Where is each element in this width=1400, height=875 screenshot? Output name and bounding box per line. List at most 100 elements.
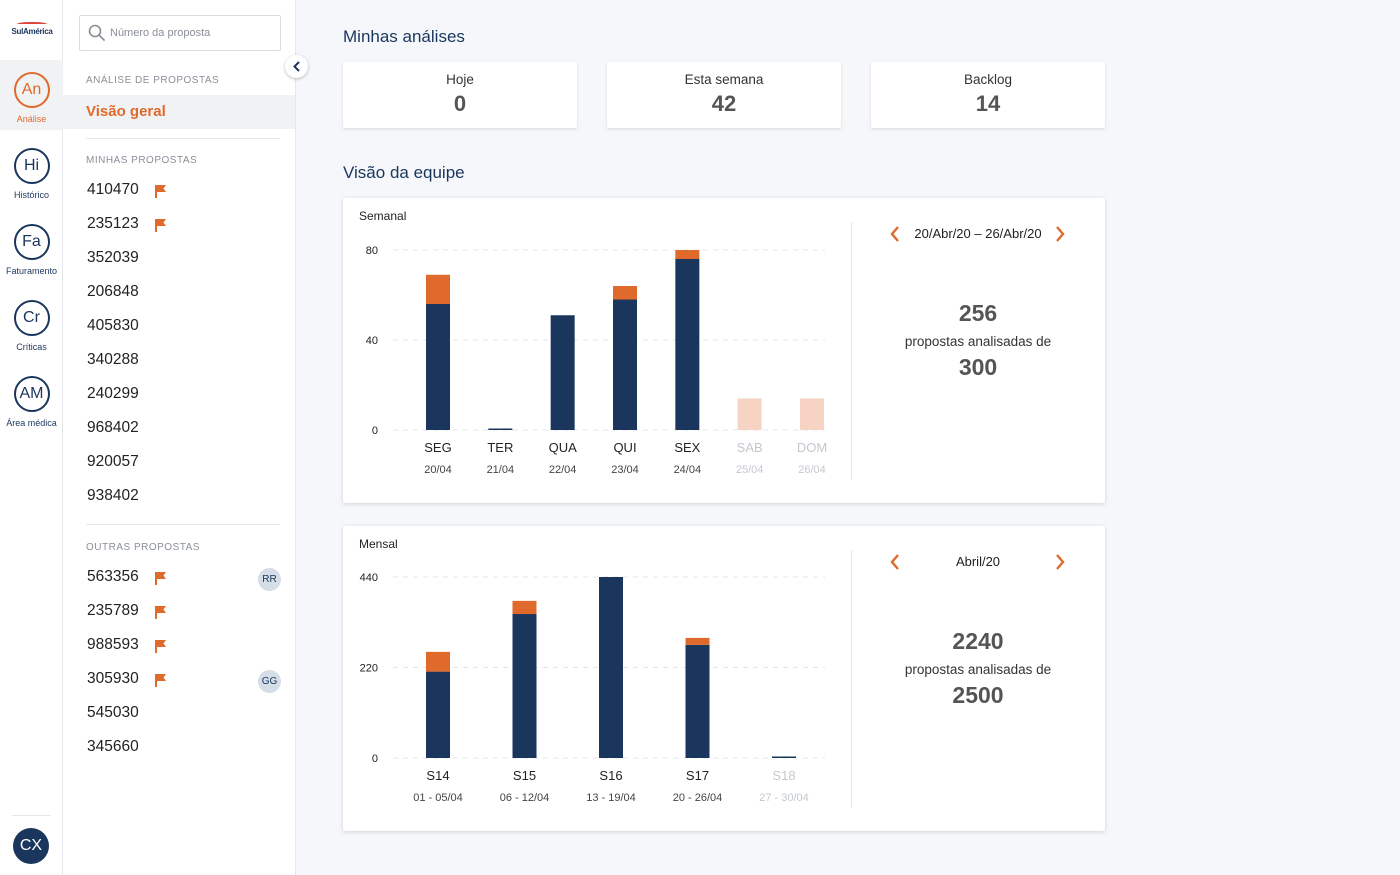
team-view-title: Visão da equipe: [343, 163, 465, 182]
x-tick-label: DOM: [797, 440, 827, 455]
x-sublabel: 25/04: [736, 464, 764, 476]
x-tick-label: S14: [426, 768, 449, 783]
bar-analyzed: [613, 299, 637, 430]
x-sublabel: 06 - 12/04: [500, 792, 550, 804]
proposal-list-item[interactable]: 240299: [63, 379, 295, 413]
bar-analyzed: [675, 259, 700, 430]
proposal-list-item[interactable]: 563356 RR: [63, 562, 295, 596]
bar-pending: [800, 398, 824, 430]
faturamento-icon: Fa: [13, 224, 50, 260]
user-avatar[interactable]: CX: [13, 828, 49, 864]
bar-analyzed: [512, 614, 537, 758]
rail-item-historico[interactable]: Hi Histórico: [0, 136, 63, 206]
proposal-number: 235789: [87, 602, 139, 619]
bar-pending: [426, 651, 450, 672]
stat-value: 14: [975, 91, 1001, 116]
proposal-number: 206848: [87, 283, 139, 300]
proposal-list-item[interactable]: 352039: [63, 243, 295, 277]
y-tick-label: 220: [360, 663, 378, 675]
nav-item-visao-geral[interactable]: Visão geral: [63, 95, 295, 129]
proposal-list-item[interactable]: 938402: [63, 481, 295, 515]
weekly-chart-card: Semanal 0 40 80 SEG 20/04 TER 21/04 QUA 22/04 QUI…: [343, 198, 1105, 503]
previous-period-icon[interactable]: [888, 225, 902, 243]
bar-pending: [613, 286, 637, 300]
proposal-number: 405830: [87, 317, 139, 334]
assignee-badge: RR: [258, 568, 281, 591]
bar-pending: [675, 250, 700, 259]
monthly-chart-card: Mensal 0 220 440 S14 01 - 05/04 S15 06 - 12/04…: [343, 526, 1105, 831]
x-tick-label: QUI: [613, 440, 636, 455]
sulamerica-logo[interactable]: SulAmérica: [8, 22, 56, 36]
proposal-number: 305930: [87, 670, 139, 687]
rail-item-criticas[interactable]: Cr Críticas: [0, 288, 63, 358]
proposal-number: 968402: [87, 419, 139, 436]
flag-icon: [155, 185, 166, 198]
proposal-list-item[interactable]: 235789: [63, 596, 295, 630]
my-analyses-title: Minhas análises: [343, 27, 465, 46]
stat-label: Hoje: [446, 72, 474, 87]
proposal-number: 545030: [87, 704, 139, 721]
divider: [86, 524, 280, 525]
bar-pending: [512, 600, 537, 615]
proposal-list-item[interactable]: 410470: [63, 175, 295, 209]
flag-icon: [155, 219, 166, 232]
proposal-list-item[interactable]: 405830: [63, 311, 295, 345]
next-period-icon[interactable]: [1053, 225, 1067, 243]
x-sublabel: 20/04: [424, 464, 452, 476]
proposal-list-item[interactable]: 988593: [63, 630, 295, 664]
x-sublabel: 26/04: [798, 464, 826, 476]
proposal-number: 235123: [87, 215, 139, 232]
rail-label: Análise: [16, 114, 47, 124]
bar-analyzed: [550, 315, 575, 430]
proposal-list-item[interactable]: 206848: [63, 277, 295, 311]
weekly-summary: 256 propostas analisadas de 300: [883, 300, 1073, 381]
bar-analyzed: [426, 304, 450, 430]
y-tick-label: 80: [366, 245, 378, 257]
stat-card-backlog: Backlog 14: [871, 62, 1105, 128]
stat-card-esta-semana: Esta semana 42: [607, 62, 841, 128]
x-tick-label: TER: [487, 440, 513, 455]
x-tick-label: SEX: [674, 440, 700, 455]
proposal-number: 240299: [87, 385, 139, 402]
historico-icon: Hi: [13, 148, 50, 184]
area-medica-icon: AM: [13, 376, 50, 412]
period-selector: Abril/20: [883, 552, 1073, 572]
x-sublabel: 01 - 05/04: [413, 792, 463, 804]
y-tick-label: 40: [366, 335, 378, 347]
rail-label: Críticas: [16, 342, 47, 352]
bar-analyzed: [426, 671, 450, 758]
proposal-number: 352039: [87, 249, 139, 266]
rail-item-area-medica[interactable]: AM Área médica: [0, 364, 63, 434]
flag-icon: [155, 606, 166, 619]
weekly-bar-chart: 0 40 80 SEG 20/04 TER 21/04 QUA 22/04 QUI 23/04 SEX…: [366, 245, 827, 476]
period-label: Abril/20: [955, 554, 1001, 569]
x-tick-label: S15: [513, 768, 536, 783]
proposal-list-item[interactable]: 340288: [63, 345, 295, 379]
rail-item-analise[interactable]: An Análise: [0, 60, 63, 130]
sidebar: ANÁLISE DE PROPOSTAS Visão geral MINHAS …: [63, 0, 296, 875]
proposal-list-item[interactable]: 920057: [63, 447, 295, 481]
analyzed-caption: propostas analisadas de: [904, 334, 1052, 349]
my-proposals-list: 410470 235123 352039 206848 405830 340288 2402…: [63, 175, 295, 515]
previous-period-icon[interactable]: [888, 553, 902, 571]
rail-item-faturamento[interactable]: Fa Faturamento: [0, 212, 63, 282]
period-label: 20/Abr/20 – 26/Abr/20: [914, 226, 1042, 241]
proposal-list-item[interactable]: 235123: [63, 209, 295, 243]
bar-analyzed: [772, 756, 796, 758]
proposal-list-item[interactable]: 968402: [63, 413, 295, 447]
stat-value: 0: [453, 91, 467, 116]
collapse-sidebar-button[interactable]: [285, 55, 308, 78]
stat-label: Esta semana: [684, 72, 764, 87]
next-period-icon[interactable]: [1053, 553, 1067, 571]
analyzed-count: 256: [958, 300, 998, 326]
assignee-badge: GG: [258, 670, 281, 693]
search-input[interactable]: [110, 16, 275, 50]
proposal-list-item[interactable]: 545030: [63, 698, 295, 732]
proposal-list-item[interactable]: 305930 GG: [63, 664, 295, 698]
rail-label: Faturamento: [5, 266, 58, 276]
x-sublabel: 27 - 30/04: [759, 792, 809, 804]
bar-analyzed: [488, 428, 513, 430]
search-box: [79, 15, 281, 51]
proposal-number: 920057: [87, 453, 139, 470]
proposal-list-item[interactable]: 345660: [63, 732, 295, 766]
